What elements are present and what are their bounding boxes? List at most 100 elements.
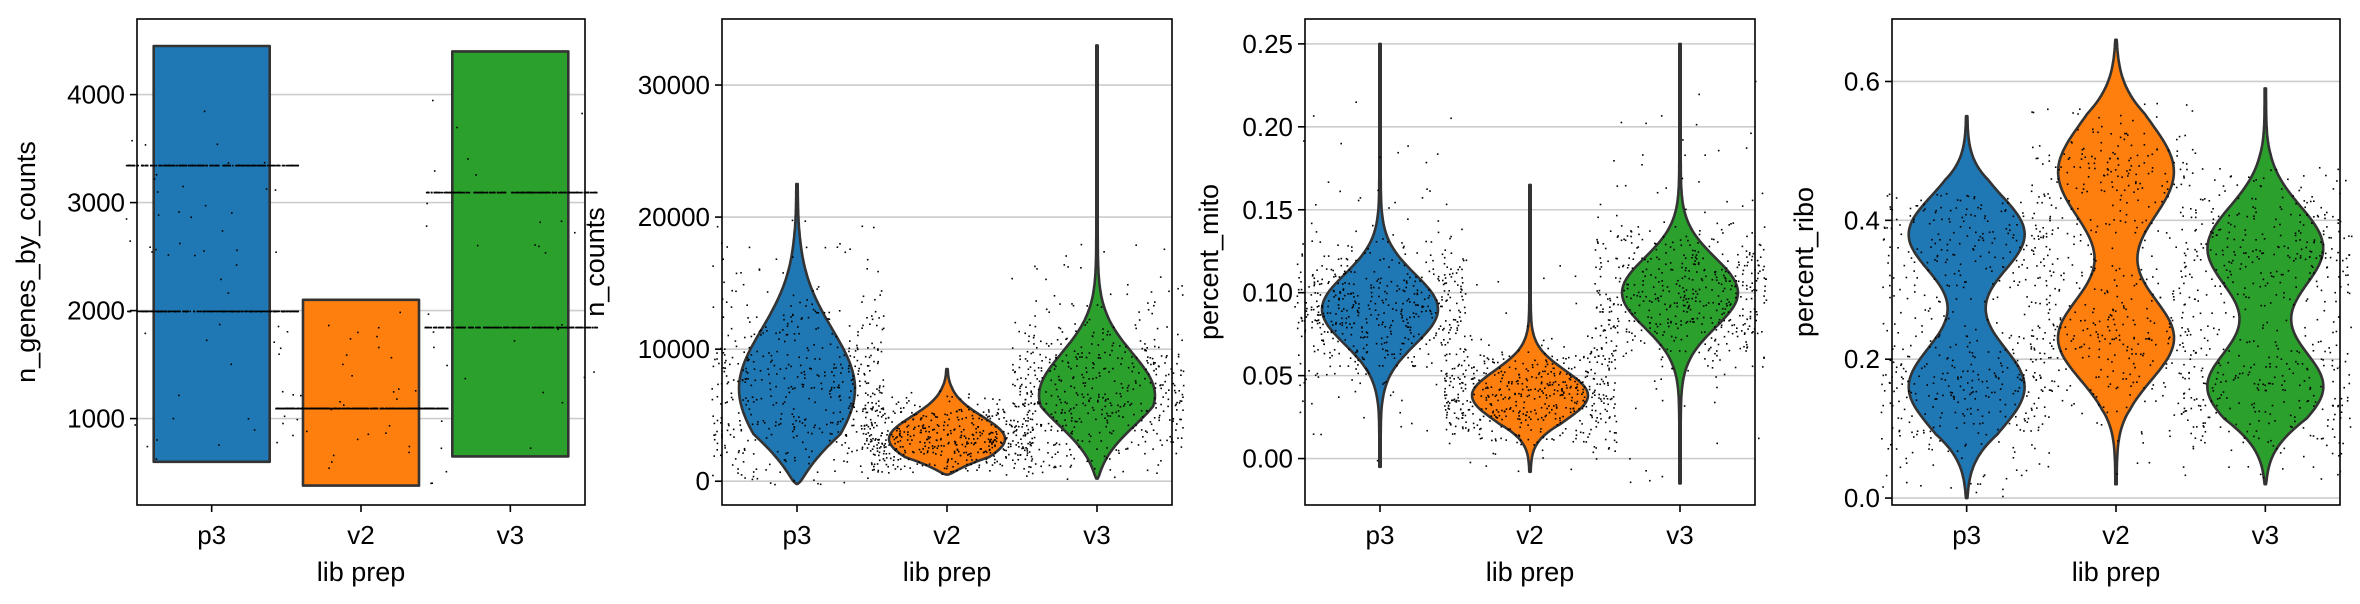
strip-point (997, 408, 1000, 411)
strip-point (1433, 273, 1435, 275)
strip-point (1048, 311, 1050, 313)
strip-point (453, 191, 456, 194)
strip-point (1019, 387, 1021, 389)
strip-point (427, 313, 430, 315)
strip-point (1661, 356, 1664, 358)
strip-point (1614, 367, 1617, 370)
strip-point (1456, 327, 1458, 329)
strip-point (1721, 268, 1723, 271)
strip-point (828, 318, 831, 320)
strip-point (1763, 277, 1766, 279)
strip-point (748, 346, 751, 349)
strip-point (183, 310, 186, 313)
strip-point (750, 384, 753, 387)
strip-point (134, 424, 136, 426)
strip-point (998, 399, 1001, 401)
strip-point (1034, 410, 1037, 412)
strip-point (884, 421, 886, 424)
strip-point (1411, 342, 1413, 344)
strip-point (1108, 371, 1110, 373)
strip-point (446, 191, 449, 194)
strip-point (752, 453, 755, 455)
strip-point (462, 326, 464, 329)
strip-point (869, 370, 871, 372)
strip-point (1501, 418, 1503, 421)
strip-point (1749, 286, 1752, 288)
strip-point (750, 413, 752, 416)
strip-point (1048, 361, 1051, 364)
strip-point (1612, 354, 1614, 357)
violin-p3 (152, 44, 271, 464)
strip-point (586, 326, 589, 329)
strip-point (153, 310, 155, 313)
strip-point (880, 290, 883, 292)
strip-point (1627, 264, 1630, 266)
strip-point (1154, 402, 1157, 405)
strip-point (722, 352, 725, 354)
strip-point (1608, 369, 1610, 371)
strip-point (1597, 216, 1599, 219)
strip-point (1568, 377, 1571, 380)
strip-point (1048, 464, 1051, 467)
strip-point (1457, 284, 1459, 286)
strip-point (1378, 324, 1380, 326)
strip-point (1720, 300, 1723, 303)
strip-point (1045, 391, 1047, 393)
strip-point (292, 407, 294, 410)
strip-point (1446, 266, 1448, 268)
strip-point (519, 326, 522, 329)
strip-point (1585, 441, 1588, 443)
strip-point (463, 191, 465, 194)
strip-point (1365, 277, 1368, 280)
strip-point (1077, 353, 1079, 355)
strip-point (1590, 414, 1593, 417)
strip-point (897, 441, 899, 443)
strip-point (1736, 266, 1739, 269)
strip-point (1473, 426, 1476, 429)
strip-point (1629, 309, 1631, 311)
strip-point (963, 451, 965, 454)
strip-point (1018, 366, 1021, 369)
strip-point (1040, 465, 1042, 468)
strip-point (1374, 309, 1377, 311)
strip-point (273, 310, 275, 313)
strip-point (1610, 310, 1613, 313)
strip-point (862, 410, 864, 413)
strip-point (832, 412, 835, 414)
strip-point (1472, 422, 1475, 425)
strip-point (1731, 324, 1733, 327)
strip-point (1305, 316, 1308, 318)
strip-point (830, 388, 833, 391)
strip-point (1657, 300, 1660, 302)
strip-point (255, 310, 258, 313)
strip-point (1542, 419, 1545, 421)
strip-point (815, 311, 818, 314)
strip-point (1457, 393, 1459, 396)
strip-point (1012, 440, 1014, 442)
strip-point (281, 390, 284, 393)
strip-point (1713, 238, 1715, 241)
strip-point (1437, 302, 1440, 305)
strip-point (1478, 433, 1481, 436)
strip-point (1104, 417, 1106, 419)
strip-point (1356, 349, 1358, 352)
strip-point (1072, 376, 1075, 378)
strip-point (724, 348, 726, 350)
strip-point (1670, 320, 1672, 323)
strip-point (1327, 331, 1329, 333)
strip-point (1698, 312, 1701, 315)
strip-point (1080, 267, 1082, 269)
strip-point (1086, 305, 1088, 307)
strip-point (816, 288, 818, 290)
strip-point (800, 318, 803, 320)
strip-point (1338, 307, 1340, 310)
strip-point (791, 430, 794, 433)
strip-point (586, 191, 588, 194)
strip-point (1488, 396, 1490, 398)
strip-point (1401, 308, 1403, 311)
strip-point (785, 452, 787, 455)
strip-point (1335, 313, 1337, 315)
strip-point (884, 412, 886, 415)
strip-point (474, 191, 477, 194)
strip-point (1320, 433, 1322, 436)
